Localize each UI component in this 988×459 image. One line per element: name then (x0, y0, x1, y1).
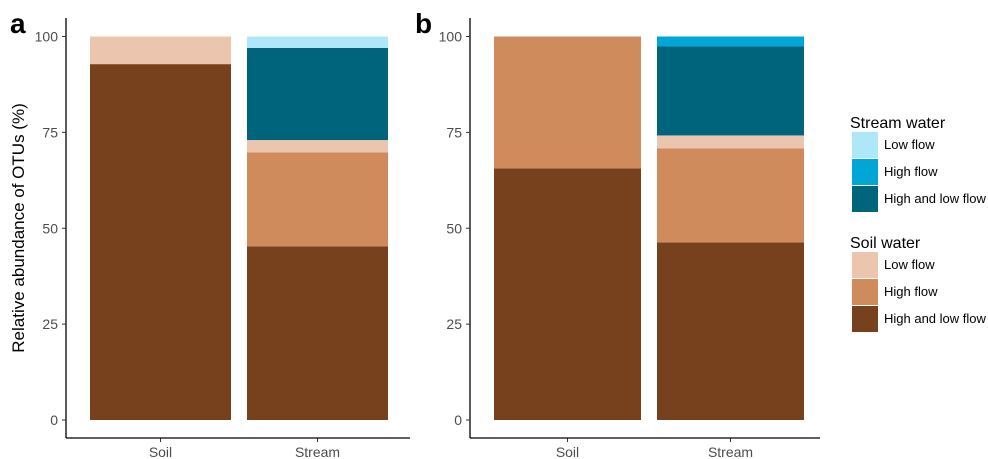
y-tick-label: 25 (446, 316, 462, 332)
panel-letter: b (415, 8, 432, 39)
bar-stream-stream_both (657, 46, 804, 136)
bar-stream-soil_both (247, 246, 388, 420)
legend-swatch-stream_high (852, 159, 878, 185)
y-tick-label: 100 (439, 29, 463, 45)
bar-stream-soil_both (657, 242, 804, 420)
bar-stream-stream_both (247, 48, 388, 141)
x-tick-label: Stream (708, 444, 753, 459)
y-tick-label: 100 (35, 29, 59, 45)
y-tick-label: 75 (42, 124, 58, 140)
bar-stream-soil_low (247, 140, 388, 153)
y-tick-label: 75 (446, 124, 462, 140)
bar-soil-soil_high (494, 36, 641, 169)
bar-stream-stream_high (657, 36, 804, 47)
x-tick-label: Soil (149, 444, 172, 459)
bar-soil-soil_low (90, 36, 231, 65)
legend-group-title: Stream water (850, 115, 946, 132)
bar-stream-soil_high (657, 148, 804, 243)
panel-letter: a (10, 8, 26, 39)
bar-soil-soil_both (494, 168, 641, 420)
legend-swatch-stream_both (852, 186, 878, 212)
legend-swatch-stream_low (852, 132, 878, 158)
y-tick-label: 0 (50, 412, 58, 428)
legend-label: High and low flow (884, 191, 986, 206)
bar-stream-soil_high (247, 152, 388, 247)
legend-label: Low flow (884, 257, 935, 272)
legend-label: High flow (884, 284, 938, 299)
legend: Stream water Low flow High flow High and lo… (850, 115, 986, 332)
y-tick-label: 50 (446, 220, 462, 236)
legend-label: Low flow (884, 137, 935, 152)
bar-stream-stream_low (247, 36, 388, 49)
x-tick-label: Stream (295, 444, 340, 459)
x-tick-label: Soil (556, 444, 579, 459)
y-tick-label: 0 (454, 412, 462, 428)
legend-swatch-soil_both (852, 306, 878, 332)
y-tick-label: 25 (42, 316, 58, 332)
legend-group-title: Soil water (850, 235, 921, 252)
legend-label: High flow (884, 164, 938, 179)
chart-panel-b: b Soil Stream 0 25 50 75 100 (415, 8, 820, 459)
bar-stream-soil_low (657, 135, 804, 149)
chart-panel-a: a Soil Stream 0 25 50 75 100 Relative abundance … (9, 8, 410, 459)
bar-soil-soil_both (90, 64, 231, 420)
legend-swatch-soil_high (852, 279, 878, 305)
legend-swatch-soil_low (852, 252, 878, 278)
y-axis-title: Relative abundance of OTUs (%) (9, 103, 28, 352)
legend-label: High and low flow (884, 311, 986, 326)
y-tick-label: 50 (42, 220, 58, 236)
